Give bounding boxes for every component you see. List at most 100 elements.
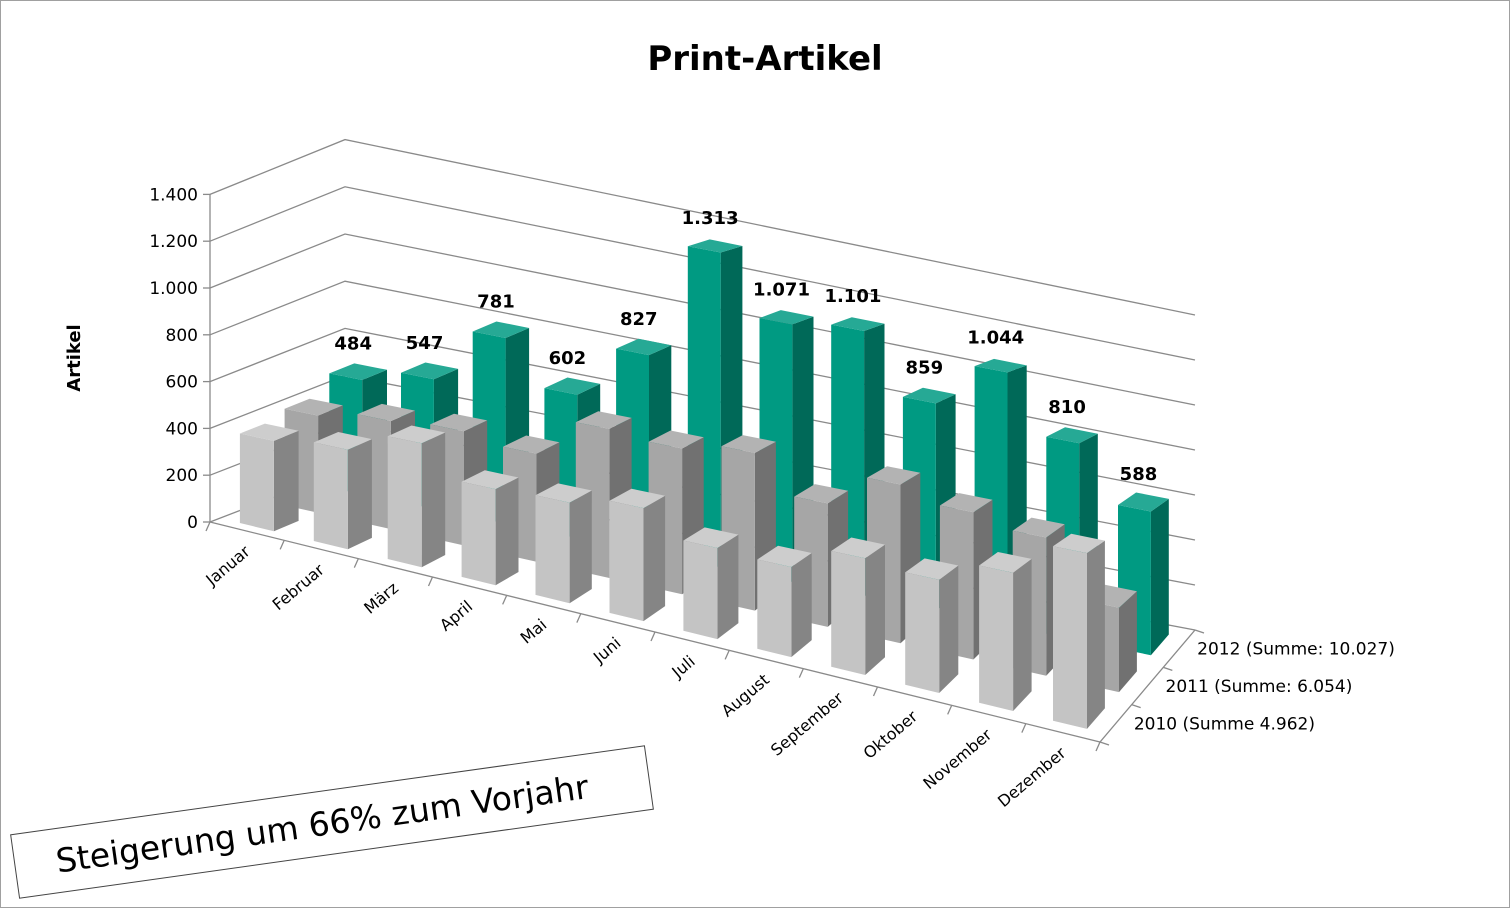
data-label: 602 [549,348,587,369]
data-label: 588 [1120,464,1158,485]
bar-top [329,363,387,380]
bar [979,552,1032,711]
legend-label: 2012 (Summe: 10.027) [1197,640,1395,660]
bar-top [535,483,592,503]
bar-top [831,317,885,331]
bar-top [1046,427,1098,444]
x-tick [576,613,582,623]
bar-side [495,477,519,586]
legend-label: 2011 (Summe: 6.054) [1166,677,1353,697]
x-tick [353,558,359,568]
bar-side [1013,558,1032,711]
bar-top [1012,517,1065,538]
bar-front [313,442,348,550]
bar-front [387,436,422,568]
y-tick-label: 800 [166,326,198,346]
data-label: 1.101 [824,286,881,307]
bar [1053,533,1105,729]
bar-side [643,495,666,622]
bar-side [791,553,812,658]
bar-top [757,545,812,567]
y-tick-label: 1.200 [149,232,198,252]
bar-side [1150,498,1169,656]
x-tick [724,650,730,660]
bar [461,470,519,586]
y-tick-label: 0 [187,513,198,533]
bar-front [535,495,570,604]
x-tick [872,686,879,697]
x-tick [947,705,953,715]
y-tick-label: 600 [166,373,198,393]
bar-side [347,439,372,550]
bar-top [401,362,459,380]
bar-top [472,321,530,338]
y-tick-label: 400 [166,419,198,439]
x-tick [650,631,656,642]
bar-top [357,403,415,422]
bar-top [239,423,299,441]
bar-top [1118,492,1169,512]
grid-line [209,138,1196,316]
y-tick-label: 1.400 [149,185,198,205]
bar-top [759,310,814,325]
bar-front [239,433,274,532]
bar-top [648,430,704,449]
bar-side [569,490,592,604]
bar-front [757,559,792,658]
bar-side [939,565,959,693]
bar-side [717,534,739,640]
bar-top [979,552,1032,573]
bar [313,432,372,550]
bar [387,425,446,568]
data-label: 1.044 [967,328,1024,349]
bar-top [575,411,632,429]
bar-top [794,484,849,504]
bar-side [273,430,299,532]
x-tick [798,668,804,678]
x-tick [1021,723,1027,733]
data-label: 859 [906,358,944,379]
y-tick-label: 1.000 [149,279,198,299]
bar-side [865,544,885,675]
bar [905,558,959,693]
bar-top [867,466,921,485]
bar-front [1053,546,1087,729]
bar [239,423,299,532]
bar [609,488,666,622]
y-axis-label: Artikel [64,324,85,391]
bar-front [905,572,940,693]
z-tick [1099,741,1110,746]
bar-top [902,387,956,404]
z-tick [1131,704,1141,709]
bar-top [683,527,739,548]
data-label: 827 [620,309,658,330]
legend-label: 2010 (Summe 4.962) [1134,714,1315,734]
x-tick [427,576,434,587]
bar-front [683,540,718,640]
bar-top [387,425,446,444]
bar-front [609,500,644,622]
bar-side [421,432,446,568]
data-label: 810 [1048,397,1086,418]
grid-line [209,186,1196,361]
bar-top [461,470,519,490]
bar-top [1053,533,1105,554]
data-label: 484 [334,334,372,355]
z-tick [1163,666,1173,671]
bar-top [284,398,343,416]
x-tick [279,540,285,550]
bar-front [831,551,866,675]
bar-side [1087,540,1105,729]
data-label: 1.071 [753,279,810,300]
bar-top [544,377,601,395]
grid-line [209,233,1196,406]
z-tick [1194,629,1205,634]
bar-top [939,493,993,513]
bar-front [979,565,1014,711]
bar-top [313,432,372,450]
bar-front [461,481,496,586]
bar-top [609,488,666,509]
bar-top [687,239,743,253]
